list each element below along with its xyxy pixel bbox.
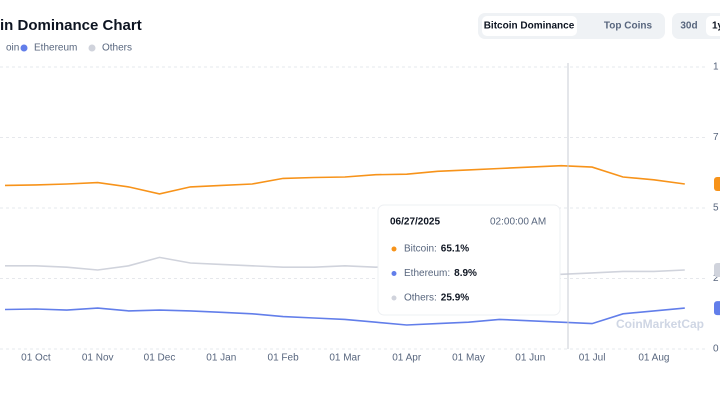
tab[interactable]: Top Coins — [604, 21, 653, 32]
legend-label: Others — [102, 43, 132, 54]
x-tick-label: 01 May — [452, 353, 485, 364]
x-tick-label: 01 Jan — [206, 353, 236, 364]
y-tick-label: 5 — [713, 203, 719, 214]
chart-title: in Dominance Chart — [0, 17, 142, 34]
series-line — [5, 256, 685, 276]
tooltip-dot — [391, 246, 397, 252]
x-tick-label: 01 Dec — [144, 353, 176, 364]
tooltip-value: 25.9% — [441, 293, 469, 304]
y-tick-label: 1 — [713, 62, 719, 73]
tooltip-box — [377, 204, 561, 316]
range-active[interactable] — [706, 16, 720, 36]
tooltip: 06/27/2025 02:00:00 AM Bitcoin: 65.1% Ethe… — [377, 204, 561, 316]
y-tick-label: 2 — [713, 273, 719, 284]
range[interactable]: 30d — [680, 21, 697, 32]
tooltip-date: 06/27/2025 — [390, 217, 440, 228]
tooltip-value: 8.9% — [454, 268, 477, 279]
tab-active[interactable] — [482, 16, 577, 36]
plot: 0 2 5 7 1 01 Oct 01 Nov 01 Dec 01 Jan 01 Feb 01 Ma… — [0, 62, 720, 364]
range[interactable]: 1y — [712, 21, 720, 32]
legend-dot — [88, 44, 96, 52]
tooltip-rows: Bitcoin: 65.1% Ethereum: 8.9% Others: 25.9% — [391, 244, 477, 304]
tooltip-value: 65.1% — [441, 244, 469, 255]
legend-label: Ethereum — [34, 43, 77, 54]
last-value-tag — [714, 177, 720, 192]
last-value-tag — [714, 301, 720, 316]
legend-dot — [20, 44, 28, 52]
watermark: CoinMarketCap — [616, 317, 704, 331]
x-tick-label: 01 Mar — [329, 353, 361, 364]
last-value-tag — [714, 263, 720, 278]
x-tick-label: 01 Oct — [21, 353, 51, 364]
tab[interactable]: Bitcoin Dominance — [484, 21, 575, 32]
tooltip-time: 02:00:00 AM — [490, 217, 546, 228]
series-line — [4, 164, 685, 195]
x-tick-label: 01 Feb — [268, 353, 300, 364]
x-tick-label: 01 Jul — [579, 353, 606, 364]
y-tick-label: 7 — [713, 132, 719, 143]
legend-label: oin — [6, 43, 19, 54]
tooltip-label: Bitcoin: — [404, 244, 437, 255]
tooltip-label: Ethereum: — [404, 268, 450, 279]
series-line — [4, 307, 685, 326]
tooltip-dot — [391, 295, 397, 301]
x-tick-label: 01 Aug — [638, 353, 669, 364]
tooltip-label: Others: — [404, 293, 437, 304]
x-tick-label: 01 Jun — [515, 353, 545, 364]
x-tick-label: 01 Nov — [82, 353, 114, 364]
tooltip-dot — [391, 271, 397, 276]
y-tick-label: 0 — [713, 344, 719, 355]
x-tick-label: 01 Apr — [392, 353, 422, 364]
